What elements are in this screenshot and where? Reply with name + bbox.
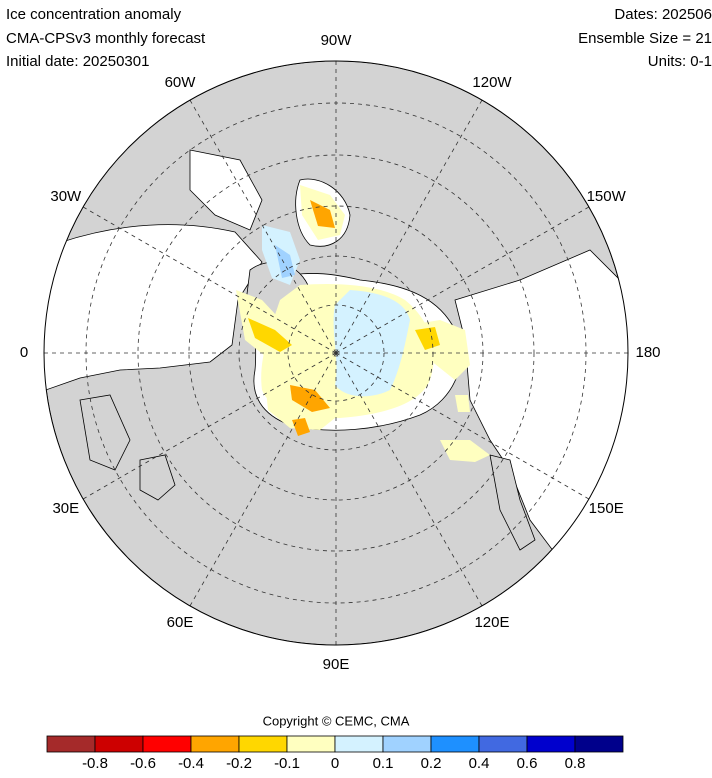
meridian — [82, 352, 337, 500]
meridians — [44, 61, 628, 645]
colorbar-box — [334, 735, 384, 753]
map: 90W 120W 150W 180 150E 120E 90E 60E 30E 0 30W 60W — [20, 32, 661, 673]
meridian — [189, 352, 337, 607]
colorbar-box — [46, 735, 96, 753]
colorbar-label: 0.8 — [565, 755, 586, 772]
colorbar-label: 0.2 — [421, 755, 442, 772]
info-line: Units: 0-1 — [648, 53, 712, 70]
longitude-label: 150E — [589, 500, 624, 517]
colorbar-box — [430, 735, 480, 753]
colorbar-label: 0.1 — [373, 755, 394, 772]
meridian — [335, 352, 590, 500]
colorbar-box — [190, 735, 240, 753]
colorbar: -0.8 -0.6 -0.4 -0.2 -0.1 0 0.1 0.2 0.4 0.6 0.8 — [46, 735, 624, 772]
ocean — [189, 149, 263, 231]
colorbar-label: -0.4 — [178, 755, 204, 772]
anomaly-area — [248, 318, 292, 352]
colorbar-label: -0.6 — [130, 755, 156, 772]
longitude-label: 30E — [52, 500, 79, 517]
longitude-label: 60W — [165, 74, 197, 91]
land — [489, 454, 536, 551]
colorbar-label: 0.4 — [469, 755, 490, 772]
longitude-label: 60E — [167, 614, 194, 631]
colorbar-box — [478, 735, 528, 753]
colorbar-box — [142, 735, 192, 753]
anomaly-area — [292, 418, 310, 436]
colorbar-label: -0.8 — [82, 755, 108, 772]
longitude-label: 90E — [323, 656, 350, 673]
colorbar-box — [94, 735, 144, 753]
longitude-label: 0 — [20, 344, 28, 361]
land — [139, 454, 176, 501]
longitude-label: 120E — [474, 614, 509, 631]
meridian — [82, 206, 337, 354]
longitude-labels: 90W 120W 150W 180 150E 120E 90E 60E 30E 0 30W 60W — [20, 32, 661, 673]
colorbar-box — [238, 735, 288, 753]
anomaly-area — [275, 245, 295, 278]
info-line: Ensemble Size = 21 — [578, 30, 712, 47]
colorbar-label: -0.2 — [226, 755, 252, 772]
info-line: Dates: 202506 — [614, 6, 712, 23]
meridian — [335, 352, 483, 607]
colorbar-box — [574, 735, 624, 753]
anomaly-area — [290, 385, 330, 412]
longitude-label: 120W — [472, 74, 512, 91]
colorbar-box — [286, 735, 336, 753]
anomaly-area — [440, 440, 490, 462]
longitude-label: 90W — [321, 32, 353, 49]
colorbar-box — [526, 735, 576, 753]
copyright: Copyright © CEMC, CMA — [263, 713, 410, 728]
meridian — [335, 99, 483, 354]
meridian — [189, 99, 337, 354]
map-border — [43, 60, 629, 646]
meridian — [335, 206, 590, 354]
land — [79, 394, 131, 471]
colorbar-label: 0.6 — [517, 755, 538, 772]
longitude-label: 30W — [50, 188, 82, 205]
longitude-label: 150W — [587, 188, 627, 205]
ocean — [44, 224, 263, 393]
colorbar-label: 0 — [331, 755, 339, 772]
title-line: Ice concentration anomaly — [6, 6, 182, 23]
title-line: Initial date: 20250301 — [6, 53, 149, 70]
latitude-circle — [137, 154, 535, 552]
longitude-label: 180 — [635, 344, 660, 361]
anomaly-area — [333, 290, 410, 397]
title-line: CMA-CPSv3 monthly forecast — [6, 30, 206, 47]
colorbar-box — [382, 735, 432, 753]
colorbar-label: -0.1 — [274, 755, 300, 772]
anomaly-area — [415, 327, 440, 350]
anomaly-area — [455, 395, 470, 412]
